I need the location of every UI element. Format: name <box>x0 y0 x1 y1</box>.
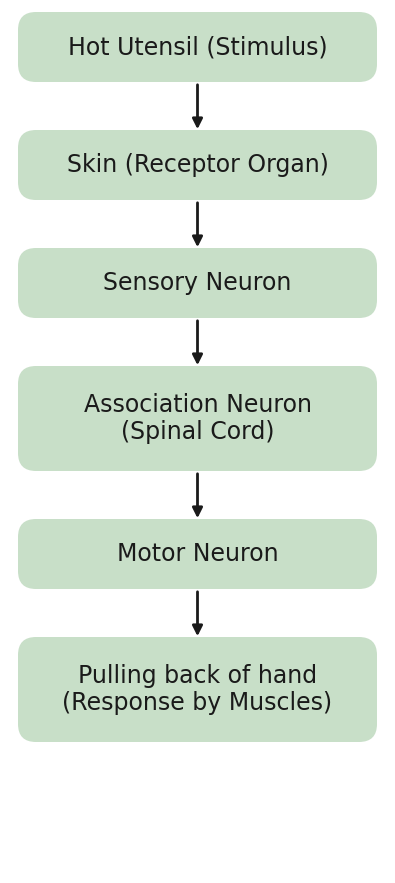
Text: Motor Neuron: Motor Neuron <box>117 542 278 566</box>
FancyBboxPatch shape <box>18 366 377 471</box>
FancyBboxPatch shape <box>18 130 377 200</box>
FancyBboxPatch shape <box>18 637 377 742</box>
Text: Hot Utensil (Stimulus): Hot Utensil (Stimulus) <box>68 35 327 59</box>
Text: Sensory Neuron: Sensory Neuron <box>103 271 292 295</box>
Text: Pulling back of hand
(Response by Muscles): Pulling back of hand (Response by Muscle… <box>62 664 333 715</box>
FancyBboxPatch shape <box>18 519 377 589</box>
Text: Skin (Receptor Organ): Skin (Receptor Organ) <box>67 153 328 177</box>
FancyBboxPatch shape <box>18 12 377 82</box>
FancyBboxPatch shape <box>18 248 377 318</box>
Text: Association Neuron
(Spinal Cord): Association Neuron (Spinal Cord) <box>83 393 312 444</box>
